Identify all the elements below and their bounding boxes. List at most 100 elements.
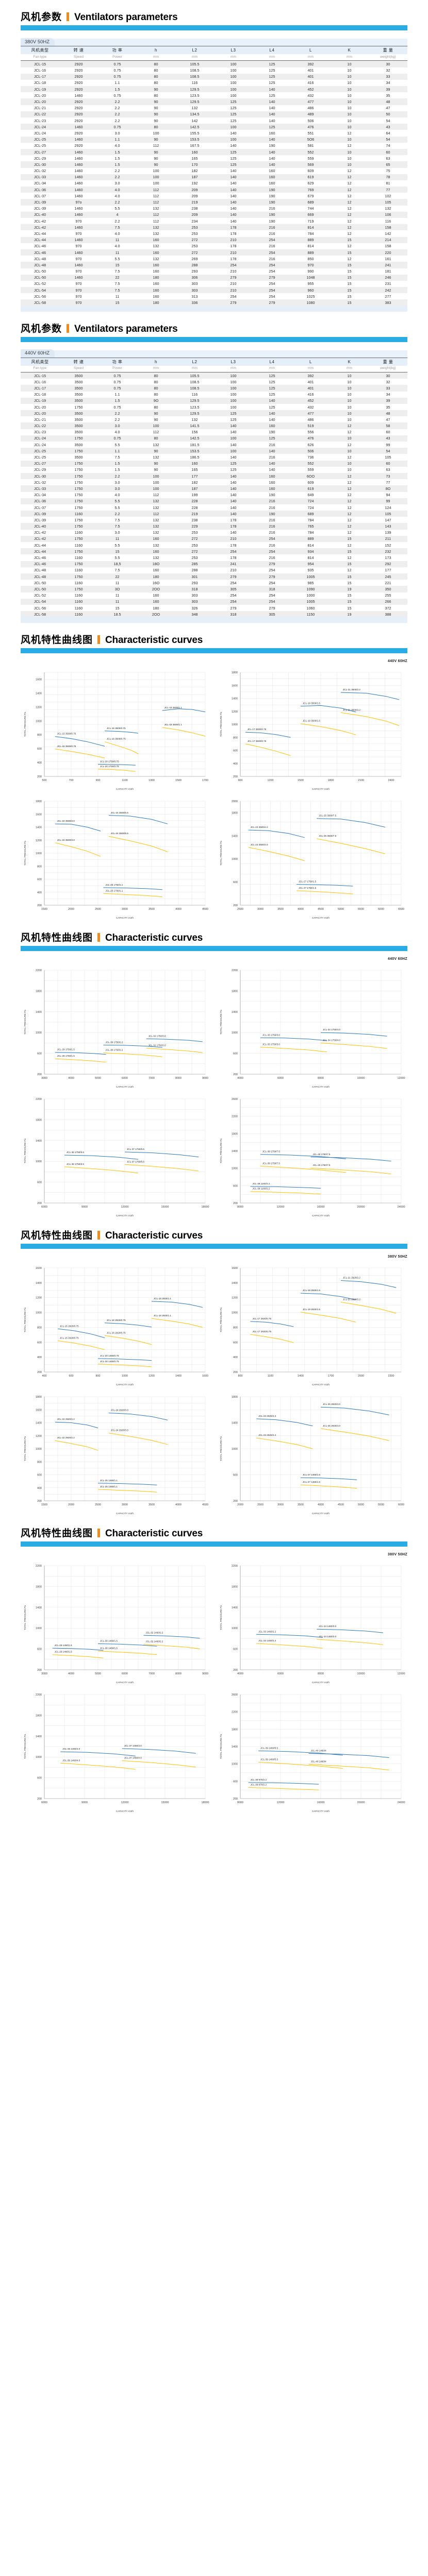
- y-axis-tick: 600: [37, 1474, 42, 1477]
- col-header-1: 转 速: [59, 46, 98, 54]
- table-cell: 12: [330, 243, 369, 249]
- y-axis-tick: 1000: [232, 1627, 238, 1630]
- table-row: JCL-54 970 7.5 160 303 210 254 960 15 242: [21, 287, 407, 294]
- heading-title-line: 风机特性曲线图 Characteristic curves: [21, 930, 407, 944]
- y-axis-tick: 1400: [232, 698, 238, 701]
- table-cell: 216: [253, 442, 291, 448]
- series-label: JCL-16 3500/0.75: [107, 727, 126, 730]
- y-axis-tick: 1400: [36, 1011, 42, 1014]
- table-cell: 1460: [59, 224, 98, 231]
- x-axis-tick: 3000: [122, 1503, 128, 1506]
- table-cell: 18O: [137, 561, 175, 567]
- y-axis-tick: 200: [233, 1073, 238, 1076]
- curve-line: [300, 1293, 356, 1300]
- y-axis-label: TOTAL PRESSURE Pa: [24, 1605, 26, 1630]
- series-label: JCL-27 1750/1.5: [299, 887, 316, 889]
- table-cell: 140: [214, 205, 253, 212]
- table-cell: 12: [330, 554, 369, 561]
- table-cell: 105.5: [175, 60, 214, 67]
- table-cell: 125: [253, 92, 291, 99]
- table-row: JCL-34 1460 3.0 100 192 140 160 629 12 81: [21, 180, 407, 187]
- table-row: JCL-44 1160 5.5 132 253 178 216 814 12 152: [21, 542, 407, 549]
- table-row: JCL-52 1160 11 160 303 254 254 1000 15 255: [21, 592, 407, 599]
- series-label: JCL-19 3500/1.5: [303, 720, 320, 722]
- y-axis-tick: 2200: [232, 1711, 238, 1714]
- series-label: JCL-36 1750/5.5: [67, 1163, 84, 1165]
- table-row: JCL-44 970 4.0 132 253 178 216 784 12 142: [21, 230, 407, 237]
- table-cell: 392: [291, 60, 330, 67]
- curve-line: [57, 1329, 105, 1338]
- table-cell: 60: [369, 429, 407, 435]
- y-axis-tick: 200: [233, 1500, 238, 1503]
- table-cell: 559: [291, 466, 330, 473]
- table-cell: 609: [291, 167, 330, 174]
- table-cell: 619: [291, 174, 330, 180]
- table-cell: 15: [98, 604, 137, 612]
- table-cell: 2920: [59, 73, 98, 80]
- table-cell: 889: [291, 236, 330, 243]
- table-cell: 253: [175, 542, 214, 549]
- table-cell: 80: [137, 403, 175, 411]
- curve-line: [250, 1334, 294, 1343]
- table-cell: 970: [59, 230, 98, 237]
- table-row: JCL-24 2920 3.0 100 155.5 140 160 551 12 64: [21, 130, 407, 137]
- table-cell: 182: [175, 479, 214, 486]
- table-cell: 254: [253, 592, 291, 599]
- table-cell: 160: [175, 460, 214, 467]
- y-axis-tick: 600: [233, 1781, 238, 1784]
- x-axis-tick: 900: [238, 779, 243, 782]
- table-cell: 12: [330, 230, 369, 237]
- table-cell: 73: [369, 472, 407, 480]
- table-cell: 254: [253, 236, 291, 243]
- table-cell: 77: [369, 187, 407, 193]
- table-cell: 199: [175, 492, 214, 498]
- characteristic-curve-chart: 200 600 1000 1400 1800 2200 3000 4000 5000 6000 70…: [24, 969, 208, 1088]
- table-cell: 210: [214, 535, 253, 543]
- curve-line: [108, 1433, 168, 1445]
- table-cell: JCL-27: [21, 460, 59, 467]
- table-cell: 619: [291, 485, 330, 492]
- table-row: JCL-58 970 15 180 336 279 279 1080 15 383: [21, 299, 407, 306]
- table-cell: 1460: [59, 124, 98, 130]
- table-cell: 12: [330, 180, 369, 187]
- heading-english: Characteristic curves: [105, 1230, 203, 1242]
- x-axis-label: CAPACITY m3/h: [312, 1383, 330, 1386]
- table-cell: 43: [369, 435, 407, 442]
- table-row: JCL-46 1460 11 160 272 210 254 889 15 220: [21, 249, 407, 256]
- chart-frequency-label: 440V 60HZ: [387, 659, 407, 664]
- series-label: JCL-29 1460/1.5: [55, 1651, 72, 1653]
- series-label: JCL-33 1750/3.0: [262, 1034, 280, 1037]
- y-axis-tick: 1800: [36, 1586, 42, 1589]
- table-cell: 416: [291, 391, 330, 398]
- curve-line: [151, 1318, 203, 1328]
- heading-blue-rule: [21, 336, 407, 342]
- table-cell: 216: [253, 554, 291, 561]
- table-cell: 1090: [291, 586, 330, 592]
- table-cell: 125: [214, 148, 253, 156]
- table-cell: 108.5: [175, 67, 214, 74]
- table-cell: 177: [369, 567, 407, 573]
- y-axis-tick: 1200: [36, 839, 42, 842]
- table-row: JCL-56 970 11 160 313 254 254 1025 15 277: [21, 293, 407, 300]
- table-cell: 3O: [98, 586, 137, 592]
- table-row: JCL-20 1750 0.75 80 123.5 100 125 432 10 35: [21, 403, 407, 411]
- table-cell: 90: [137, 148, 175, 156]
- table-cell: 7.5: [98, 268, 137, 275]
- table-cell: 112: [137, 492, 175, 498]
- table-row: JCL-54 1160 11 160 303 254 254 1005 15 266: [21, 598, 407, 605]
- table-cell: 90: [137, 448, 175, 454]
- series-label: JCL-17 3500/0.75: [248, 740, 267, 742]
- y-axis-tick: 1400: [232, 1282, 238, 1285]
- table-cell: 3.0: [98, 180, 137, 187]
- characteristic-curve-chart: 200 600 1000 1400 1800 2200 6000 9000 12000 15000…: [24, 1098, 209, 1217]
- series-label: JCL-15 2920/0.75: [60, 1325, 79, 1328]
- y-axis-tick: 1800: [36, 1396, 42, 1399]
- table-cell: 1750: [59, 472, 98, 480]
- table-cell: 5.5: [98, 442, 137, 448]
- table-cell: 2920: [59, 142, 98, 149]
- y-axis-tick: 1800: [36, 800, 42, 803]
- x-axis-label: CAPACITY m3/h: [312, 1214, 330, 1217]
- col-unit-6: mm: [253, 54, 291, 61]
- table-cell: 142: [369, 230, 407, 237]
- y-axis-tick: 2200: [36, 1098, 42, 1101]
